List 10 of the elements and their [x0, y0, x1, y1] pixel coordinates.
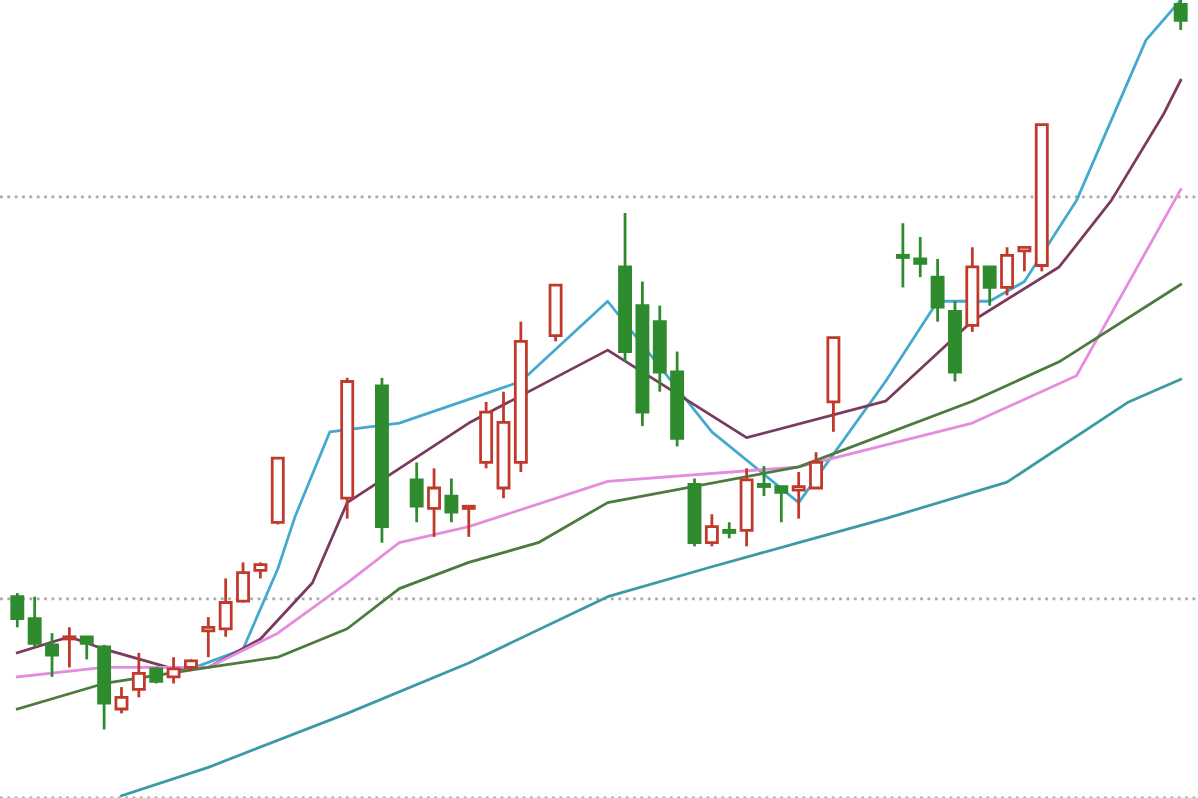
candlestick — [930, 257, 945, 324]
candlestick — [409, 461, 424, 524]
candlestick — [496, 390, 511, 500]
candlestick — [444, 477, 459, 524]
candlestick — [62, 625, 77, 669]
candlestick — [201, 615, 216, 659]
candlestick — [427, 466, 441, 539]
candlestick — [513, 320, 528, 474]
candlestick — [739, 466, 754, 548]
candlestick — [1173, 0, 1188, 32]
